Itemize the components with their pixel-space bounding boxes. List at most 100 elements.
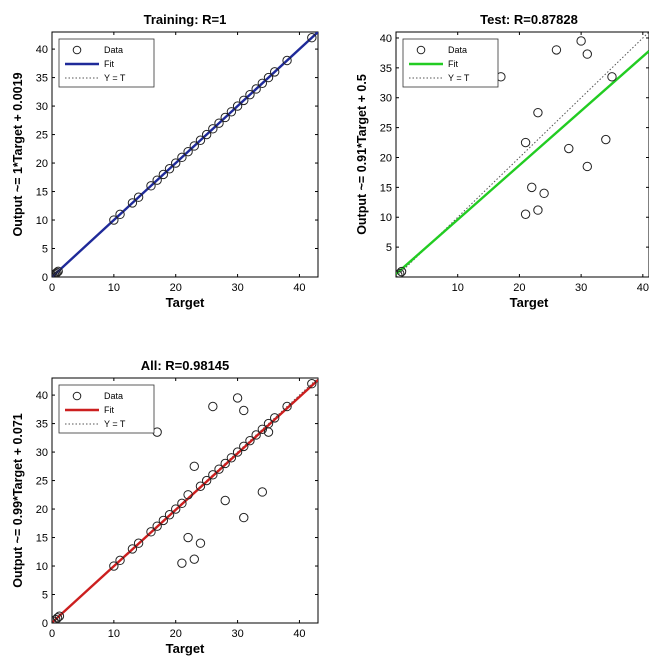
all-ytick-label: 30 (36, 447, 48, 459)
training-data-point (52, 268, 61, 277)
test-data-point (396, 268, 405, 277)
test-fit-line (396, 50, 649, 275)
all-y-axis-label: Output ~= 0.99*Target + 0.071 (11, 413, 25, 588)
test-x-axis-label: Target (510, 295, 549, 310)
all-legend-data-marker (72, 391, 82, 401)
training-data-point (127, 198, 138, 208)
all-data-point (115, 555, 125, 566)
training-plot-area (52, 32, 318, 277)
all-ytick-label: 10 (36, 561, 48, 573)
all-xtick-label: 10 (108, 628, 120, 640)
test-data-point (533, 107, 543, 118)
all-xtick-label: 30 (231, 628, 243, 640)
test-y-axis-label: Output ~= 0.91*Target + 0.5 (355, 74, 369, 235)
all-data-point (195, 481, 206, 491)
training-data-point (171, 158, 181, 168)
training-ytick-label: 15 (36, 187, 48, 199)
training-ytick-label: 20 (36, 158, 48, 170)
training-legend: Data Fit Y = T (58, 38, 155, 88)
test-legend-data-marker (416, 45, 426, 55)
training-data-point (53, 266, 63, 277)
test-data-point (576, 36, 586, 46)
all-data-point (239, 405, 249, 416)
all-legend-fit-label: Fit (104, 405, 114, 415)
all-ytick-label: 15 (36, 533, 48, 545)
all-xtick-label: 20 (170, 628, 182, 640)
test-data-point (527, 182, 537, 193)
training-legend-identity-label: Y = T (104, 73, 126, 83)
all-data-point (127, 544, 138, 554)
training-xtick-label: 20 (170, 282, 182, 294)
all-legend-identity-label: Y = T (104, 419, 126, 429)
all-data-point (146, 527, 156, 537)
test-legend: Data Fit Y = T (402, 38, 499, 88)
test-xtick-label: 40 (637, 282, 649, 294)
all-data-point (177, 498, 187, 509)
test-xtick-label: 20 (513, 282, 525, 294)
all-data-point (214, 464, 224, 474)
test-data-point (564, 143, 574, 154)
training-ytick-label: 0 (42, 272, 48, 284)
training-ytick-label: 30 (36, 101, 48, 113)
training-xtick-label: 30 (231, 282, 243, 294)
all-legend-data-label: Data (104, 391, 123, 401)
all-data-point (269, 413, 280, 423)
all-data-point (208, 401, 218, 412)
all-plot-area (52, 378, 318, 623)
training-data-point (109, 215, 119, 225)
all-data-point (52, 613, 63, 623)
training-data-point (226, 107, 237, 117)
all-ytick-label: 0 (42, 618, 48, 630)
test-plot: 10 20 30 40 5 10 15 20 25 30 35 40 Data Fit Y = T Test:… (355, 12, 649, 310)
test-data-point (396, 266, 407, 277)
training-ytick-label: 35 (36, 73, 48, 85)
training-data-point (152, 175, 162, 185)
all-data-point (109, 561, 119, 571)
test-legend-identity-label: Y = T (448, 73, 470, 83)
test-legend-fit-label: Fit (448, 59, 458, 69)
training-ytick-label: 40 (36, 44, 48, 56)
all-data-point (257, 487, 268, 497)
all-data-point (257, 424, 268, 434)
all-chart-title: All: R=0.98145 (141, 358, 230, 373)
test-ytick-label: 35 (380, 63, 392, 75)
all-data-point (158, 515, 169, 526)
all-data-point (183, 490, 193, 500)
test-data-point (582, 49, 592, 59)
all-data-point (164, 510, 175, 520)
all-ytick-label: 20 (36, 504, 48, 516)
all-ytick-label: 25 (36, 476, 48, 488)
training-ytick-label: 25 (36, 130, 48, 142)
training-data-point (257, 78, 268, 88)
test-identity-line (396, 32, 649, 277)
all-ytick-label: 35 (36, 419, 48, 431)
test-ytick-label: 20 (380, 152, 392, 164)
training-y-axis-label: Output ~= 1*Target + 0.0019 (11, 72, 25, 236)
training-data-point (183, 146, 193, 157)
all-ytick-label: 5 (42, 590, 48, 602)
test-data-point (607, 72, 617, 82)
all-data-point (232, 447, 243, 457)
test-data-point (520, 137, 531, 148)
all-data-point (232, 393, 243, 403)
all-data-point (208, 470, 218, 480)
all-data-point (239, 512, 249, 523)
all-data-point (307, 378, 317, 389)
all-data-point (251, 430, 261, 440)
all-x-axis-label: Target (166, 641, 205, 656)
training-data-point (263, 72, 274, 83)
training-xtick-label: 40 (293, 282, 305, 294)
training-data-point (146, 181, 156, 191)
all-plot: 0 10 20 30 40 0 5 10 15 20 25 30 35 40 Data Fit Y = T All… (11, 358, 319, 656)
training-ytick-label: 10 (36, 215, 48, 227)
test-data-point (582, 161, 592, 172)
test-plot-area (396, 32, 649, 277)
test-ytick-label: 25 (380, 123, 392, 135)
test-data-point (533, 205, 543, 215)
training-data-point (164, 164, 175, 174)
test-ytick-label: 40 (380, 33, 392, 45)
all-data-point (54, 611, 65, 621)
training-plot: 0 10 20 30 40 0 5 10 15 20 25 30 35 40 Data Fit Y = T Tra… (11, 12, 319, 310)
all-legend: Data Fit Y = T (58, 384, 155, 434)
